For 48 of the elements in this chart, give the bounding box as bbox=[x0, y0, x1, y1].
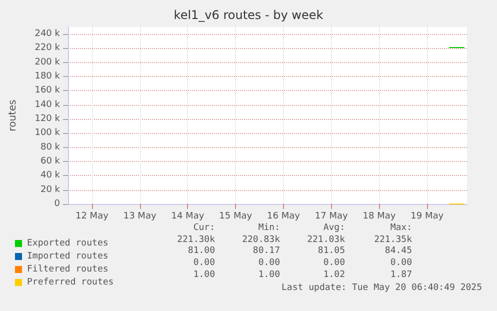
text: 80.17 bbox=[252, 246, 280, 256]
text: 221.35k bbox=[374, 235, 413, 245]
y-tick-label: 140 k bbox=[34, 100, 61, 110]
x-tick-label: 16 May bbox=[267, 212, 301, 222]
text: Last update: Tue May 20 06:40:49 2025 bbox=[282, 283, 482, 293]
y-tick-label: 200 k bbox=[34, 57, 61, 68]
text: Max: bbox=[390, 223, 412, 233]
x-tick-label: 19 May bbox=[410, 212, 444, 222]
x-tick-label: 14 May bbox=[171, 212, 205, 222]
text: 221.03k bbox=[307, 235, 346, 245]
x-tick-label: 12 May bbox=[75, 212, 110, 222]
y-tick-label: 120 k bbox=[34, 114, 61, 124]
text: 0.00 bbox=[258, 258, 280, 268]
y-tick-label: 240 k bbox=[34, 29, 61, 40]
legend-label: Imported routes bbox=[27, 252, 108, 262]
text: 0.00 bbox=[323, 258, 345, 268]
text: Cur: bbox=[193, 223, 215, 233]
y-tick-label: 160 k bbox=[34, 86, 61, 96]
x-tick-label: 15 May bbox=[219, 212, 253, 222]
text: 1.00 bbox=[258, 270, 280, 280]
y-tick-label: 60 k bbox=[40, 156, 61, 167]
text: Min: bbox=[258, 223, 280, 233]
text: 0.00 bbox=[390, 258, 412, 268]
text: 220.83k bbox=[242, 235, 281, 245]
text: 1.00 bbox=[193, 270, 215, 280]
x-tick-label: 17 May bbox=[314, 212, 348, 222]
y-tick-label: 220 k bbox=[34, 43, 61, 54]
text: 81.05 bbox=[318, 246, 345, 256]
text: 1.02 bbox=[323, 270, 345, 280]
y-tick-label: 0 bbox=[54, 199, 60, 209]
chart-title: kel1_v6 routes - by week bbox=[174, 8, 324, 22]
legend-label: Exported routes bbox=[27, 238, 108, 248]
y-tick-label: 180 k bbox=[34, 72, 61, 82]
y-tick-label: 40 k bbox=[40, 170, 61, 181]
text: 0.00 bbox=[193, 258, 215, 268]
y-tick-label: 20 k bbox=[40, 184, 61, 195]
y-axis-title: routes bbox=[8, 100, 18, 132]
text: Avg: bbox=[323, 223, 345, 233]
legend-label: Filtered routes bbox=[27, 264, 108, 274]
text: 84.45 bbox=[384, 246, 412, 256]
text: 1.87 bbox=[390, 270, 412, 280]
y-tick-label: 80 k bbox=[40, 142, 61, 152]
text: 81.00 bbox=[188, 246, 215, 256]
x-tick-label: 13 May bbox=[123, 212, 157, 222]
legend-label: Preferred routes bbox=[27, 278, 114, 288]
y-tick-label: 100 k bbox=[34, 128, 61, 138]
x-tick-label: 18 May bbox=[362, 212, 396, 222]
text: 221.30k bbox=[177, 235, 216, 245]
